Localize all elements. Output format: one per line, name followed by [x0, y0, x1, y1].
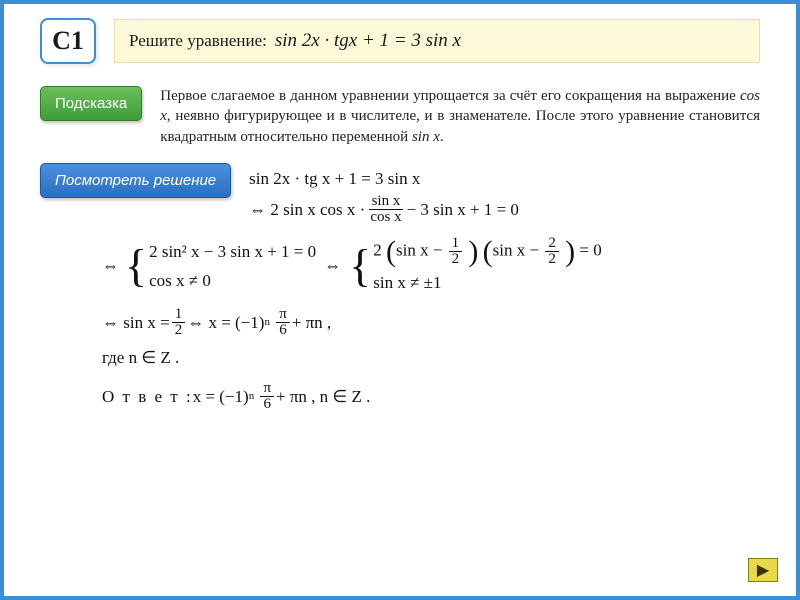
solution-button[interactable]: Посмотреть решение — [40, 163, 231, 198]
hint-text: Первое слагаемое в данном уравнении упро… — [160, 86, 760, 147]
hint-em-2: sin x — [412, 129, 440, 145]
hint-part-4: . — [440, 129, 444, 145]
eq-line-4: ⇔ sin x = 12 ⇔ x = (−1)n π6 + πn , — [102, 307, 760, 338]
problem-statement: Решите уравнение: sin 2x · tgx + 1 = 3 s… — [114, 19, 760, 63]
f4n: π — [276, 307, 290, 323]
equiv-icon-2: ⇔ — [324, 252, 341, 279]
answer-label: О т в е т : — [102, 383, 193, 410]
hint-row: Подсказка Первое слагаемое в данном урав… — [40, 86, 760, 147]
eq-line-2: ⇔ 2 sin x cos x · sin x cos x − 3 sin x … — [249, 194, 519, 225]
eq4-pre: ⇔ sin x = — [102, 309, 170, 336]
frac-den: cos x — [367, 210, 404, 225]
sys1-bot: cos x ≠ 0 — [149, 267, 316, 294]
f1n: 1 — [449, 236, 463, 252]
f4d: 6 — [276, 323, 290, 338]
f5d: 6 — [260, 397, 274, 412]
sys2-coef: 2 — [373, 240, 382, 259]
system-1: { 2 sin² x − 3 sin x + 1 = 0 cos x ≠ 0 — [125, 237, 316, 295]
hint-button[interactable]: Подсказка — [40, 86, 142, 121]
system-2: { 2 (sin x − 12 ) (sin x − 22 ) = 0 sin … — [349, 235, 602, 297]
sys1-top: 2 sin² x − 3 sin x + 1 = 0 — [149, 238, 316, 265]
slide-frame: C1 Решите уравнение: sin 2x · tgx + 1 = … — [0, 0, 800, 600]
answer-line: О т в е т : x = (−1)n π6 + πn , n ∈ Z . — [102, 381, 760, 412]
f2n: 2 — [545, 236, 559, 252]
solution-row: Посмотреть решение sin 2x · tg x + 1 = 3… — [40, 163, 760, 227]
hint-part-2: , неявно фигурирующее и в числителе, и в… — [160, 108, 760, 144]
ans-exp: n — [249, 388, 255, 406]
sys2-bot: sin x ≠ ±1 — [373, 269, 601, 296]
eq-systems: { 2 sin² x − 3 sin x + 1 = 0 cos x ≠ 0 ⇔… — [102, 235, 760, 297]
problem-badge: C1 — [40, 18, 96, 64]
problem-formula: sin 2x · tgx + 1 = 3 sin x — [275, 30, 461, 52]
eq2-post: − 3 sin x + 1 = 0 — [407, 196, 519, 223]
where-line: где n ∈ Z . — [102, 344, 760, 371]
ans-post: + πn , n ∈ Z . — [276, 383, 370, 410]
f3n: 1 — [172, 307, 186, 323]
frac-sin-cos: sin x cos x — [367, 194, 404, 225]
frac-num: sin x — [369, 194, 404, 210]
problem-label: Решите уравнение: — [129, 31, 267, 51]
sys2-top: 2 (sin x − 12 ) (sin x − 22 ) = 0 — [373, 236, 601, 267]
eq-line-1: sin 2x · tg x + 1 = 3 sin x — [249, 165, 519, 192]
ans-pre: x = (−1) — [193, 383, 249, 410]
f3d: 2 — [172, 323, 186, 338]
solution-body: { 2 sin² x − 3 sin x + 1 = 0 cos x ≠ 0 ⇔… — [102, 235, 760, 412]
solution-start: sin 2x · tg x + 1 = 3 sin x ⇔ 2 sin x co… — [249, 163, 519, 227]
f5n: π — [260, 381, 274, 397]
next-arrow-icon[interactable]: ▶ — [748, 558, 778, 582]
f2d: 2 — [545, 252, 559, 267]
eq4-exp: n — [264, 314, 270, 332]
header-row: C1 Решите уравнение: sin 2x · tgx + 1 = … — [40, 18, 760, 64]
equiv-icon — [102, 252, 125, 279]
eq4-post: + πn , — [292, 309, 331, 336]
hint-part-0: Первое слагаемое в данном уравнении упро… — [160, 88, 740, 104]
f1d: 2 — [449, 252, 463, 267]
eq4-mid: ⇔ x = (−1) — [187, 309, 264, 336]
eq2-pre: ⇔ 2 sin x cos x · — [249, 196, 365, 223]
